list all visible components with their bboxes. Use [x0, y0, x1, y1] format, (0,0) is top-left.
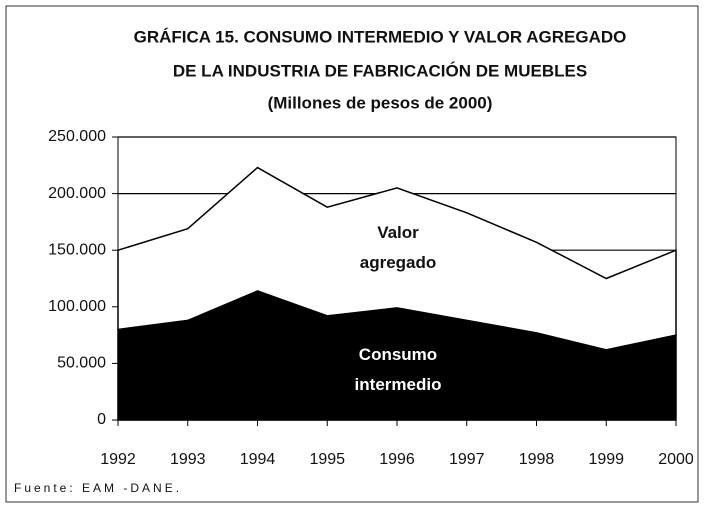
x-tick-label: 1993: [170, 451, 206, 468]
y-tick-label: 150.000: [48, 241, 106, 258]
frame: [5, 5, 699, 503]
chart-subtitle: DE LA INDUSTRIA DE FABRICACIÓN DE MUEBLE…: [173, 61, 587, 80]
source: Fuente: EAM -DANE.: [14, 481, 182, 495]
chart-title: GRÁFICA 15. CONSUMO INTERMEDIO Y VALOR A…: [134, 27, 627, 46]
y-tick-label: 200.000: [48, 185, 106, 202]
area-label: Consumo intermedio: [354, 345, 442, 394]
x-tick-label: 2000: [658, 451, 694, 468]
x-tick-label: 1994: [240, 451, 276, 468]
x-tick-label: 1998: [519, 451, 555, 468]
y-tick-label: 100.000: [48, 298, 106, 315]
x-tick-label: 1996: [379, 451, 415, 468]
y-tick-label: 250.000: [48, 128, 106, 145]
x-tick-label: 1995: [309, 451, 345, 468]
x-tick-label: 1999: [588, 451, 624, 468]
y-tick-label: 0: [97, 411, 106, 428]
x-tick-label: 1997: [449, 451, 485, 468]
area-label: Valor agregado: [359, 223, 437, 272]
y-tick-label: 50.000: [57, 355, 106, 372]
chart-units: (Millones de pesos de 2000): [268, 93, 493, 112]
x-tick-label: 1992: [100, 451, 136, 468]
